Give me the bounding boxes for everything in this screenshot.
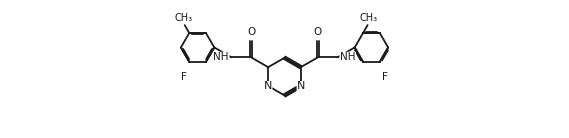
Text: CH₃: CH₃	[360, 13, 378, 23]
Text: O: O	[247, 27, 255, 37]
Text: NH: NH	[213, 52, 229, 62]
Text: F: F	[382, 72, 388, 82]
Text: F: F	[181, 72, 187, 82]
Text: N: N	[264, 81, 273, 91]
Text: N: N	[296, 81, 305, 91]
Text: O: O	[314, 27, 322, 37]
Text: CH₃: CH₃	[175, 13, 192, 23]
Text: NH: NH	[340, 52, 356, 62]
